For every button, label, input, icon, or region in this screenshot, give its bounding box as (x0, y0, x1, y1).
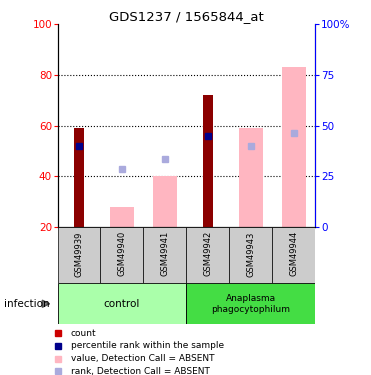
Text: count: count (71, 329, 96, 338)
Bar (187, 283, 315, 324)
Bar (74, 128, 84, 227)
Bar (110, 207, 134, 227)
Text: percentile rank within the sample: percentile rank within the sample (71, 341, 224, 350)
Bar (101, 227, 144, 283)
Bar (187, 227, 229, 283)
Bar (229, 227, 272, 283)
Text: GSM49940: GSM49940 (118, 231, 127, 276)
Text: GSM49943: GSM49943 (246, 231, 255, 277)
Bar (144, 227, 186, 283)
Bar (282, 68, 306, 227)
Bar (239, 128, 263, 227)
Text: Anaplasma
phagocytophilum: Anaplasma phagocytophilum (211, 294, 290, 314)
Text: infection: infection (4, 299, 49, 309)
Bar (153, 176, 177, 227)
Bar (203, 95, 213, 227)
Text: GSM49939: GSM49939 (75, 231, 83, 277)
Bar (58, 283, 187, 324)
Text: control: control (104, 299, 140, 309)
Text: rank, Detection Call = ABSENT: rank, Detection Call = ABSENT (71, 367, 210, 375)
Text: GSM49942: GSM49942 (203, 231, 213, 276)
Text: value, Detection Call = ABSENT: value, Detection Call = ABSENT (71, 354, 214, 363)
Title: GDS1237 / 1565844_at: GDS1237 / 1565844_at (109, 10, 264, 23)
Bar (58, 227, 101, 283)
Text: GSM49944: GSM49944 (289, 231, 298, 276)
Bar (272, 227, 315, 283)
Text: GSM49941: GSM49941 (160, 231, 170, 276)
